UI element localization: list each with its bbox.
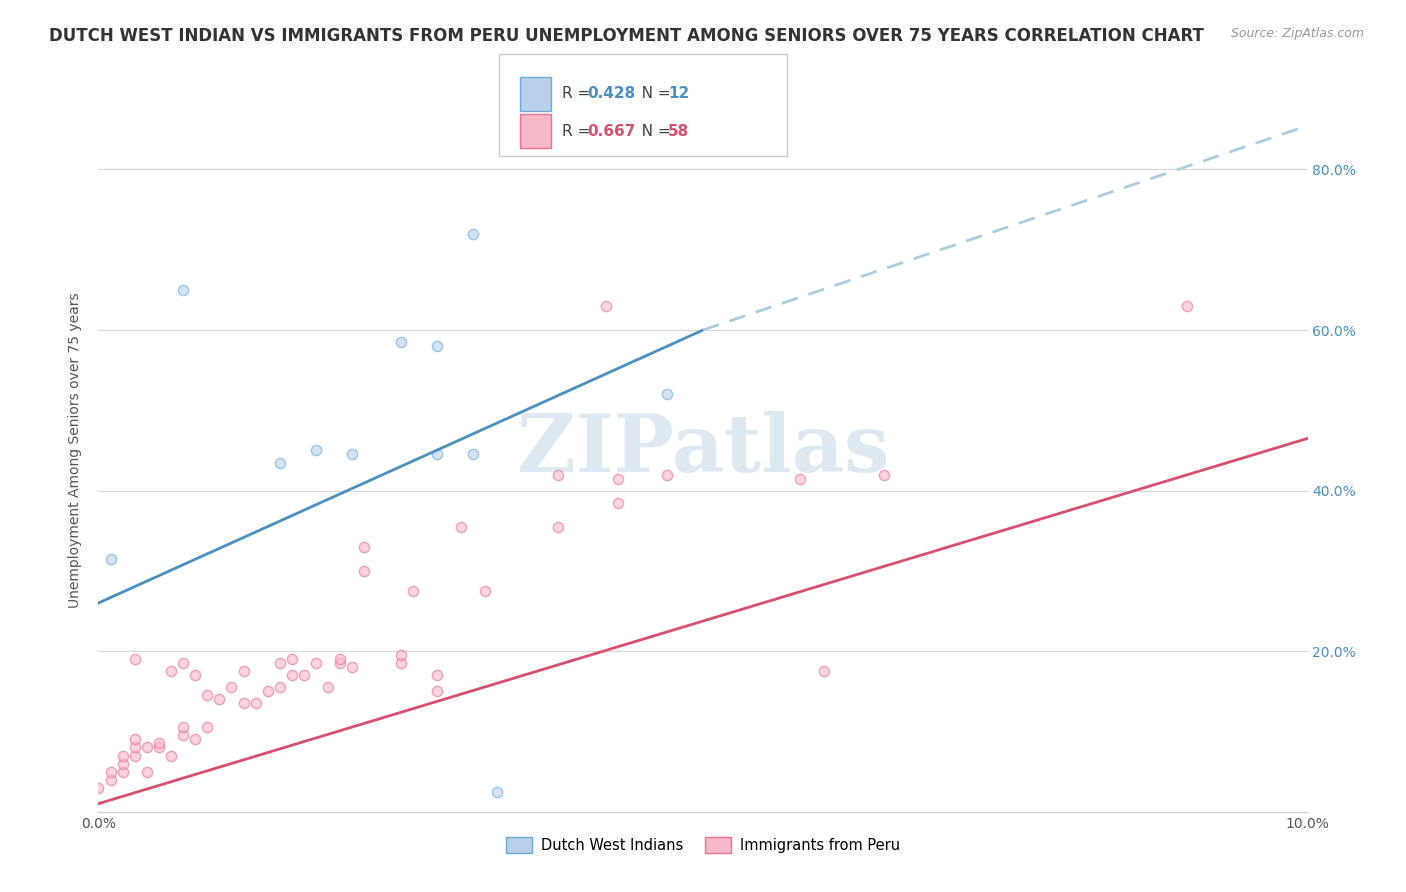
Point	[389, 334, 412, 349]
Point	[269, 657, 291, 671]
Legend: Dutch West Indians, Immigrants from Peru: Dutch West Indians, Immigrants from Peru	[501, 831, 905, 859]
Point	[595, 299, 617, 313]
Point	[269, 455, 291, 469]
Point	[208, 692, 231, 706]
Point	[281, 652, 304, 666]
Point	[450, 519, 472, 533]
Point	[389, 657, 412, 671]
Point	[342, 447, 364, 462]
Point	[292, 668, 315, 682]
Text: N =: N =	[627, 86, 675, 101]
Text: R =: R =	[562, 123, 596, 138]
Point	[305, 657, 328, 671]
Text: 12: 12	[668, 86, 689, 101]
Point	[100, 764, 122, 779]
Point	[426, 668, 449, 682]
Point	[426, 447, 449, 462]
Text: 58: 58	[668, 123, 689, 138]
Point	[124, 652, 146, 666]
Point	[245, 696, 267, 710]
Point	[607, 471, 630, 485]
Point	[281, 668, 304, 682]
Point	[547, 519, 569, 533]
Text: N =: N =	[627, 123, 675, 138]
Point	[655, 467, 678, 482]
Point	[135, 740, 157, 755]
Point	[172, 657, 194, 671]
Point	[402, 583, 425, 598]
Point	[184, 732, 207, 747]
Point	[124, 740, 146, 755]
Point	[221, 680, 243, 694]
Point	[100, 772, 122, 787]
Text: R =: R =	[562, 86, 596, 101]
Point	[329, 652, 352, 666]
Point	[172, 283, 194, 297]
Point	[87, 780, 110, 795]
Point	[813, 664, 835, 679]
Point	[232, 696, 254, 710]
Point	[148, 740, 170, 755]
Point	[607, 495, 630, 509]
Y-axis label: Unemployment Among Seniors over 75 years: Unemployment Among Seniors over 75 years	[69, 293, 83, 608]
Text: 0.667: 0.667	[588, 123, 636, 138]
Point	[172, 721, 194, 735]
Text: Source: ZipAtlas.com: Source: ZipAtlas.com	[1230, 27, 1364, 40]
Point	[353, 540, 375, 554]
Point	[463, 227, 485, 241]
Point	[111, 764, 134, 779]
Point	[463, 447, 485, 462]
Point	[124, 732, 146, 747]
Point	[426, 684, 449, 698]
Text: 0.428: 0.428	[588, 86, 636, 101]
Point	[269, 680, 291, 694]
Point	[426, 339, 449, 353]
Point	[148, 737, 170, 751]
Point	[160, 664, 183, 679]
Point	[135, 764, 157, 779]
Point	[389, 648, 412, 662]
Point	[329, 657, 352, 671]
Point	[184, 668, 207, 682]
Point	[195, 721, 218, 735]
Point	[172, 728, 194, 742]
Point	[111, 756, 134, 771]
Point	[655, 387, 678, 401]
Point	[305, 443, 328, 458]
Text: ZIPatlas: ZIPatlas	[517, 411, 889, 490]
Point	[195, 689, 218, 703]
Point	[124, 748, 146, 763]
Point	[873, 467, 896, 482]
Text: DUTCH WEST INDIAN VS IMMIGRANTS FROM PERU UNEMPLOYMENT AMONG SENIORS OVER 75 YEA: DUTCH WEST INDIAN VS IMMIGRANTS FROM PER…	[49, 27, 1204, 45]
Point	[474, 583, 496, 598]
Point	[1175, 299, 1198, 313]
Point	[160, 748, 183, 763]
Point	[111, 748, 134, 763]
Point	[316, 680, 339, 694]
Point	[232, 664, 254, 679]
Point	[547, 467, 569, 482]
Point	[256, 684, 278, 698]
Point	[342, 660, 364, 674]
Point	[100, 551, 122, 566]
Point	[486, 785, 509, 799]
Point	[353, 564, 375, 578]
Point	[789, 471, 811, 485]
